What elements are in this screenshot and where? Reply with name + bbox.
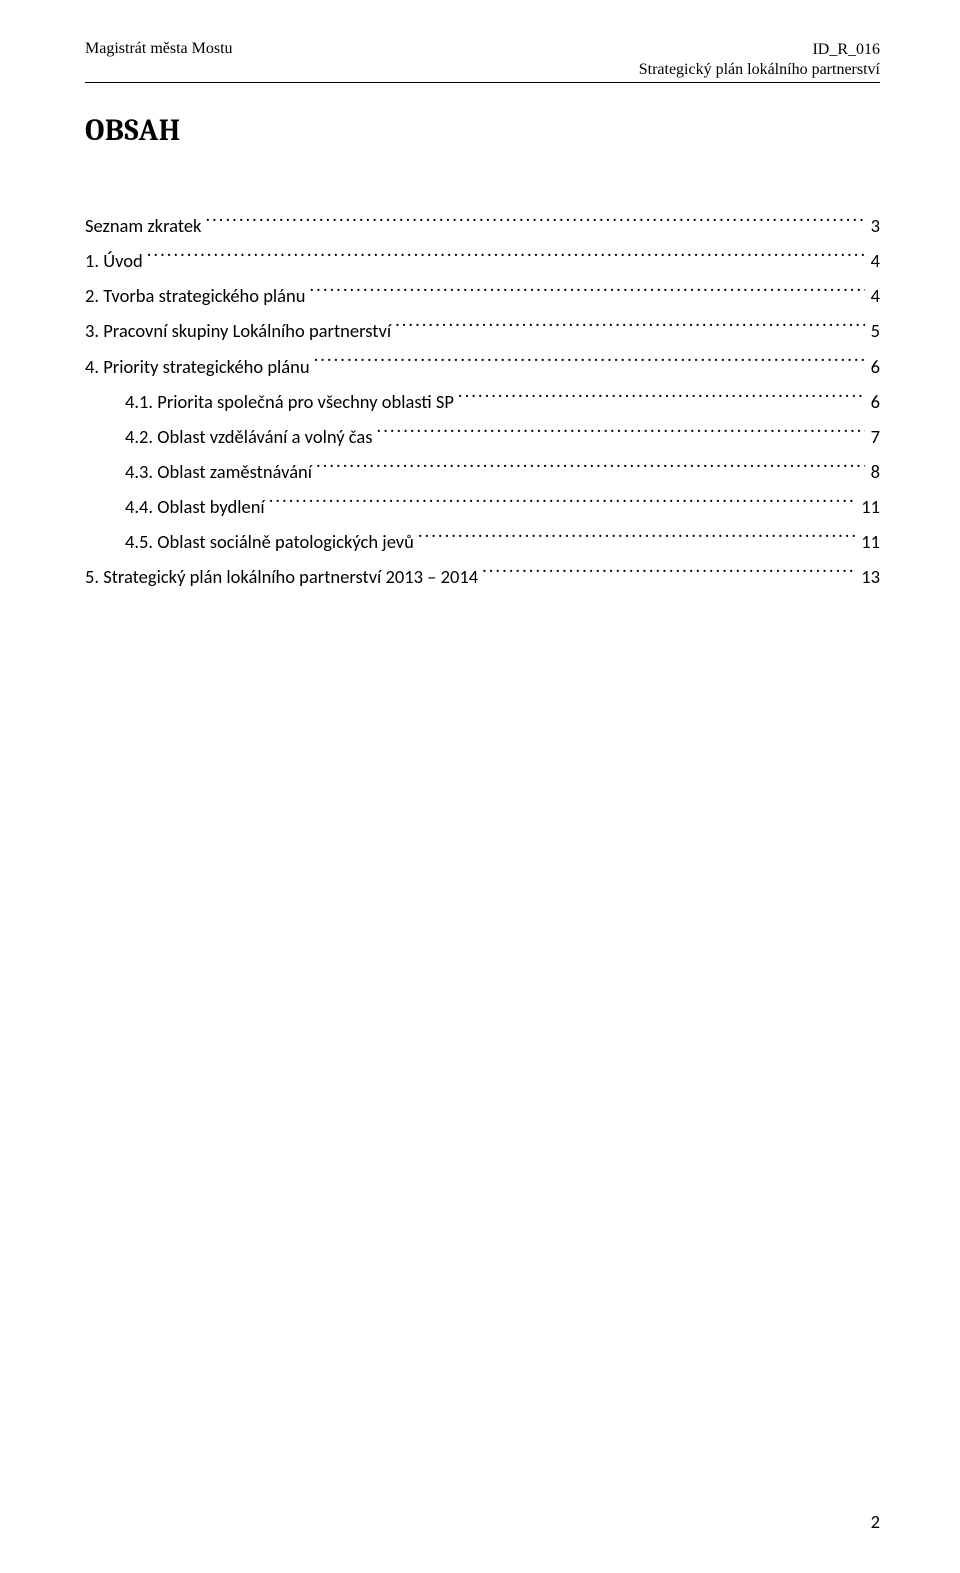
page-number: 2 (871, 1510, 880, 1533)
header-subtitle: Strategický plán lokálního partnerství (639, 60, 880, 80)
toc-leader-dots (377, 424, 865, 443)
header-doc-id: ID_R_016 (639, 40, 880, 60)
toc-page-number: 7 (865, 419, 880, 454)
toc-page-number: 6 (865, 384, 880, 419)
toc-page-number: 8 (865, 454, 880, 489)
toc-page-number: 3 (865, 208, 880, 243)
toc-row: 2. Tvorba strategického plánu 4 (85, 278, 880, 313)
toc-row: 5. Strategický plán lokálního partnerstv… (85, 559, 880, 594)
toc-label: 3. Pracovní skupiny Lokálního partnerstv… (85, 313, 395, 348)
toc-page-number: 6 (865, 349, 880, 384)
toc-leader-dots (147, 249, 865, 268)
toc-row: 4.2. Oblast vzdělávání a volný čas 7 (85, 419, 880, 454)
toc-row: 4.1. Priorita společná pro všechny oblas… (85, 384, 880, 419)
toc-leader-dots (418, 530, 855, 549)
header-right: ID_R_016 Strategický plán lokálního part… (639, 40, 880, 80)
toc-label: 2. Tvorba strategického plánu (85, 278, 309, 313)
header-left: Magistrát města Mostu (85, 40, 233, 58)
toc-page-number: 11 (855, 489, 880, 524)
table-of-contents: Seznam zkratek31. Úvod42. Tvorba strateg… (85, 208, 880, 595)
toc-label: 5. Strategický plán lokálního partnerstv… (85, 559, 482, 594)
toc-row: 4.5. Oblast sociálně patologických jevů 1… (85, 524, 880, 559)
toc-page-number: 11 (855, 524, 880, 559)
toc-page-number: 5 (865, 313, 880, 348)
toc-row: 3. Pracovní skupiny Lokálního partnerstv… (85, 313, 880, 348)
toc-row: 4.4. Oblast bydlení 11 (85, 489, 880, 524)
toc-label: 1. Úvod (85, 243, 147, 278)
toc-page-number: 4 (865, 278, 880, 313)
toc-label: 4. Priority strategického plánu (85, 349, 314, 384)
toc-leader-dots (205, 214, 864, 233)
toc-leader-dots (316, 459, 865, 478)
toc-leader-dots (269, 495, 856, 514)
page-header: Magistrát města Mostu ID_R_016 Strategic… (85, 40, 880, 83)
toc-label: Seznam zkratek (85, 208, 205, 243)
toc-row: 4. Priority strategického plánu 6 (85, 349, 880, 384)
toc-label: 4.5. Oblast sociálně patologických jevů (125, 524, 418, 559)
toc-leader-dots (395, 319, 865, 338)
toc-page-number: 13 (855, 559, 880, 594)
toc-label: 4.1. Priorita společná pro všechny oblas… (125, 384, 458, 419)
toc-label: 4.3. Oblast zaměstnávání (125, 454, 316, 489)
toc-row: Seznam zkratek 3 (85, 208, 880, 243)
toc-row: 4.3. Oblast zaměstnávání 8 (85, 454, 880, 489)
toc-label: 4.4. Oblast bydlení (125, 489, 269, 524)
toc-leader-dots (482, 565, 855, 584)
page: Magistrát města Mostu ID_R_016 Strategic… (0, 0, 960, 1573)
toc-row: 1. Úvod 4 (85, 243, 880, 278)
toc-leader-dots (314, 354, 865, 373)
toc-label: 4.2. Oblast vzdělávání a volný čas (125, 419, 377, 454)
toc-leader-dots (458, 389, 865, 408)
toc-leader-dots (309, 284, 864, 303)
contents-title: OBSAH (85, 113, 880, 148)
toc-page-number: 4 (865, 243, 880, 278)
